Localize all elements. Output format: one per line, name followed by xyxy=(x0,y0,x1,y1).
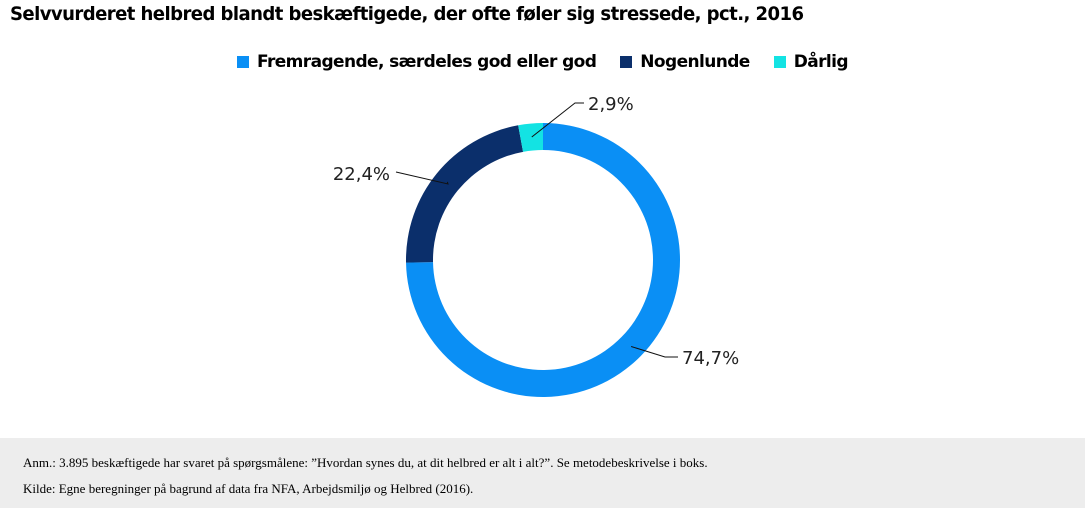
legend-item-fair: Nogenlunde xyxy=(620,52,750,72)
legend-item-poor: Dårlig xyxy=(773,52,849,72)
legend-label-fair: Nogenlunde xyxy=(640,52,750,72)
chart-title: Selvvurderet helbred blandt beskæftigede… xyxy=(10,3,804,25)
donut-chart: 74,7% 22,4% 2,9% xyxy=(333,94,739,397)
data-label-fair: 22,4% xyxy=(333,164,390,185)
legend-label-poor: Dårlig xyxy=(793,52,849,72)
chart-footer: Anm.: 3.895 beskæftigede har svaret på s… xyxy=(0,438,1085,508)
legend-swatch-poor xyxy=(773,56,786,68)
legend-swatch-good xyxy=(237,56,250,68)
legend-label-good: Fremragende, særdeles god eller god xyxy=(257,52,597,72)
footer-source: Kilde: Egne beregninger på bagrund af da… xyxy=(23,481,474,496)
slice-poor xyxy=(518,123,543,152)
slice-fair xyxy=(406,125,524,263)
leader-line xyxy=(395,171,449,185)
data-label-poor: 2,9% xyxy=(588,94,634,115)
legend-item-good: Fremragende, særdeles god eller god xyxy=(237,52,597,72)
legend-swatch-fair xyxy=(620,56,633,68)
leader-line xyxy=(630,346,678,358)
chart-legend: Fremragende, særdeles god eller god Noge… xyxy=(0,52,1085,72)
footer-note: Anm.: 3.895 beskæftigede har svaret på s… xyxy=(23,455,708,470)
leader-line xyxy=(531,102,584,138)
data-label-good: 74,7% xyxy=(682,348,739,369)
